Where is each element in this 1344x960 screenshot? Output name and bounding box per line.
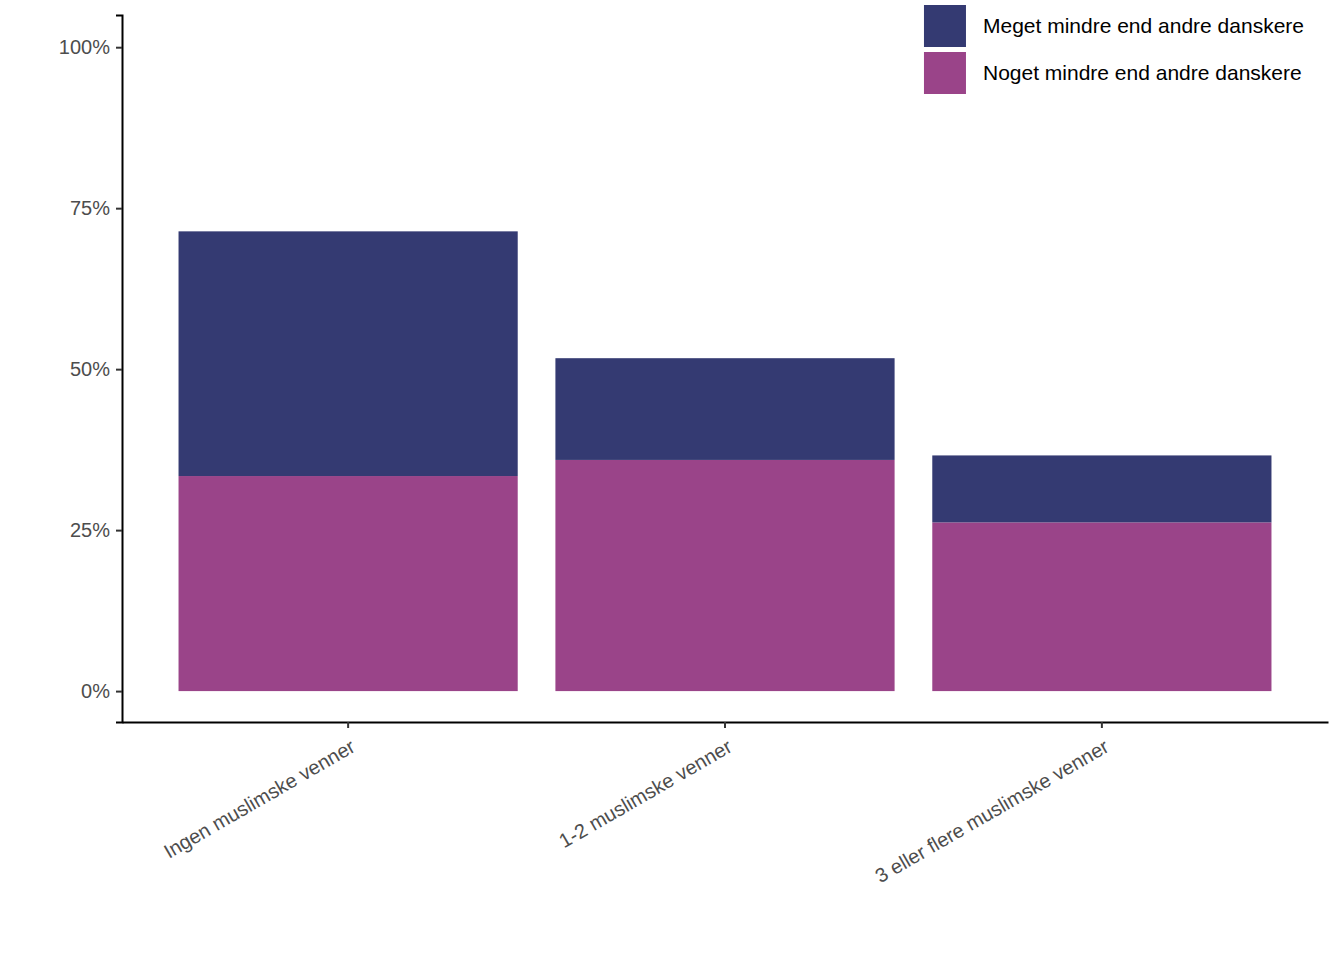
chart: 0% 25% 50% 75% 100% Ingen muslimske venner 1-2…	[0, 0, 1344, 960]
legend-entry: Noget mindre end andre danskere	[924, 52, 1302, 94]
y-tick-mark	[116, 691, 122, 693]
y-tick-label: 100%	[59, 36, 110, 58]
bar	[932, 522, 1271, 691]
x-tick: Ingen muslimske venner	[160, 722, 359, 863]
x-tick-label: 3 eller flere muslimske venner	[871, 735, 1112, 887]
x-tick-mark	[724, 722, 726, 728]
x-tick-mark	[1101, 722, 1103, 728]
y-tick-mark	[116, 47, 122, 49]
legend-label: Noget mindre end andre danskere	[983, 61, 1302, 84]
y-axis-line	[116, 16, 123, 723]
x-tick-mark	[347, 722, 349, 728]
legend-entry: Meget mindre end andre danskere	[924, 5, 1304, 47]
x-tick: 1-2 muslimske venner	[555, 722, 736, 852]
legend-swatch	[924, 5, 966, 47]
bar	[555, 460, 894, 691]
y-tick-label: 0%	[81, 680, 110, 702]
y-axis: 0% 25% 50% 75% 100%	[59, 16, 123, 723]
y-tick-label: 25%	[70, 519, 110, 541]
y-tick-mark	[116, 369, 122, 371]
plot: 0% 25% 50% 75% 100% Ingen muslimske venner 1-2…	[59, 16, 1329, 888]
y-tick: 25%	[70, 519, 122, 541]
x-tick: 3 eller flere muslimske venner	[871, 722, 1112, 887]
x-axis: Ingen muslimske venner 1-2 muslimske venn…	[123, 722, 1329, 887]
y-tick: 100%	[59, 36, 122, 58]
bar	[932, 455, 1271, 522]
y-tick-mark	[116, 208, 122, 210]
x-tick-label: Ingen muslimske venner	[160, 735, 359, 863]
legend-label: Meget mindre end andre danskere	[983, 14, 1304, 37]
bar	[179, 231, 518, 476]
y-tick: 75%	[70, 197, 122, 219]
y-tick-label: 75%	[70, 197, 110, 219]
legend: Meget mindre end andre danskere Noget min…	[924, 5, 1304, 94]
y-tick: 50%	[70, 358, 122, 380]
bar	[555, 358, 894, 460]
legend-swatch	[924, 52, 966, 94]
bar	[179, 476, 518, 691]
y-tick: 0%	[81, 680, 122, 702]
bars	[179, 231, 1272, 691]
y-tick-label: 50%	[70, 358, 110, 380]
x-tick-label: 1-2 muslimske venner	[555, 735, 736, 852]
y-tick-mark	[116, 530, 122, 532]
